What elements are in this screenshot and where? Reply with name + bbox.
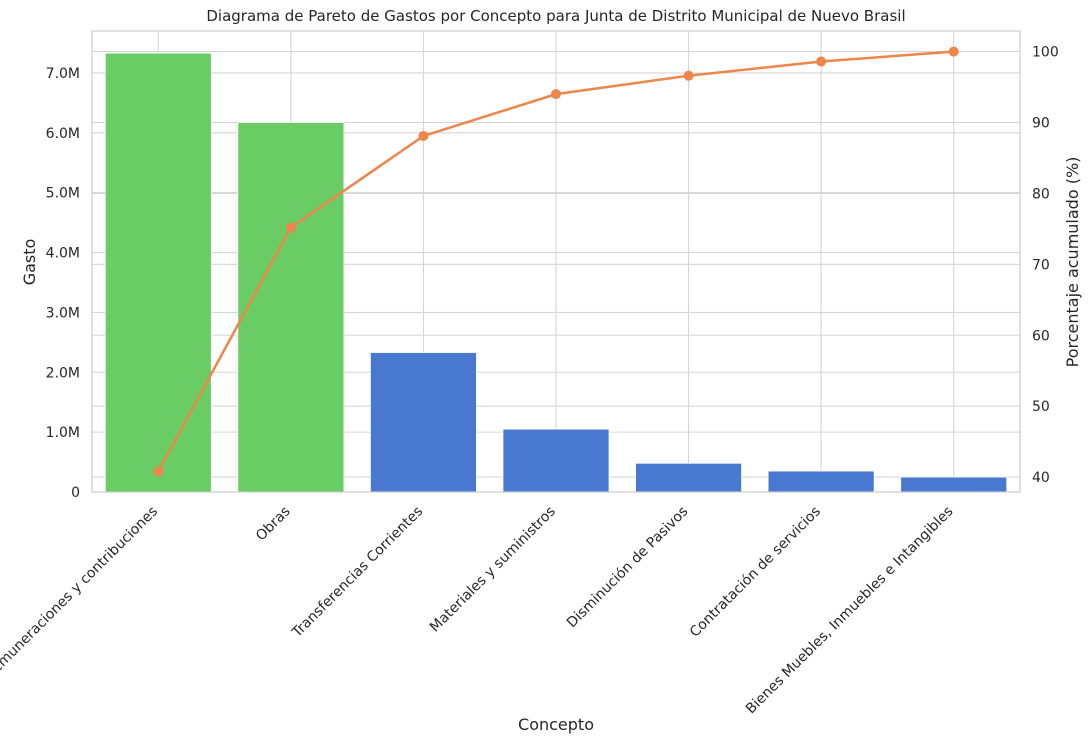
cumulative-point bbox=[683, 70, 694, 81]
bar bbox=[767, 470, 875, 493]
cumulative-point bbox=[153, 466, 164, 477]
x-tick-label: Bienes Muebles, Inmuebles e Intangibles bbox=[743, 504, 957, 718]
y-tick-label: 4.0M bbox=[46, 246, 80, 262]
x-tick-label: Obras bbox=[253, 504, 294, 545]
x-tick-label: Remuneraciones y contribuciones bbox=[0, 504, 161, 683]
chart-title: Diagrama de Pareto de Gastos por Concept… bbox=[206, 7, 905, 25]
y-tick-label: 3.0M bbox=[46, 305, 80, 321]
y2-tick-label: 50 bbox=[1032, 399, 1050, 415]
y-axis-label: Gasto bbox=[20, 239, 39, 286]
plot-frame bbox=[91, 30, 1021, 493]
grid-layer bbox=[92, 31, 1020, 493]
y2-tick-label: 90 bbox=[1032, 115, 1050, 131]
bar bbox=[104, 52, 212, 493]
y2-axis-label: Porcentaje acumulado (%) bbox=[1063, 157, 1082, 368]
x-tick-label: Transferencias Corrientes bbox=[289, 504, 427, 642]
cumulative-point bbox=[418, 130, 429, 141]
y-tick-label: 2.0M bbox=[46, 365, 80, 381]
y-tick-label: 5.0M bbox=[46, 186, 80, 202]
cumulative-point bbox=[551, 89, 561, 100]
y-tick-label: 0 bbox=[71, 485, 80, 501]
left-axis-ticks: 0 1.0M 2.0M 3.0M 4.0M 5.0M 6.0M 7.0M bbox=[46, 66, 80, 501]
bar bbox=[502, 428, 610, 493]
bar bbox=[635, 462, 742, 493]
y-tick-label: 6.0M bbox=[46, 126, 80, 142]
x-tick-label: Materiales y suministros bbox=[427, 504, 559, 636]
x-tick-label: Contratación de servicios bbox=[687, 504, 824, 641]
bar bbox=[900, 476, 1008, 493]
bar bbox=[369, 352, 477, 493]
x-axis-label: Concepto bbox=[518, 715, 594, 734]
cumulative-line-layer bbox=[153, 46, 959, 477]
bar bbox=[237, 122, 345, 493]
cumulative-point bbox=[285, 222, 296, 233]
y2-tick-label: 40 bbox=[1032, 470, 1050, 486]
cumulative-point bbox=[816, 56, 827, 67]
bars-layer bbox=[104, 52, 1008, 493]
cumulative-point bbox=[948, 46, 959, 57]
right-axis-ticks: 40 50 60 70 80 90 100 bbox=[1032, 45, 1059, 487]
x-tick-label: Disminución de Pasivos bbox=[564, 504, 692, 632]
y-tick-label: 1.0M bbox=[46, 425, 80, 441]
y2-tick-label: 70 bbox=[1032, 257, 1050, 273]
y2-tick-label: 100 bbox=[1032, 45, 1059, 61]
y2-tick-label: 80 bbox=[1032, 186, 1050, 202]
y-tick-label: 7.0M bbox=[46, 66, 80, 82]
y2-tick-label: 60 bbox=[1032, 328, 1050, 344]
x-axis-ticks: Remuneraciones y contribuciones ObrasTran… bbox=[0, 504, 957, 718]
